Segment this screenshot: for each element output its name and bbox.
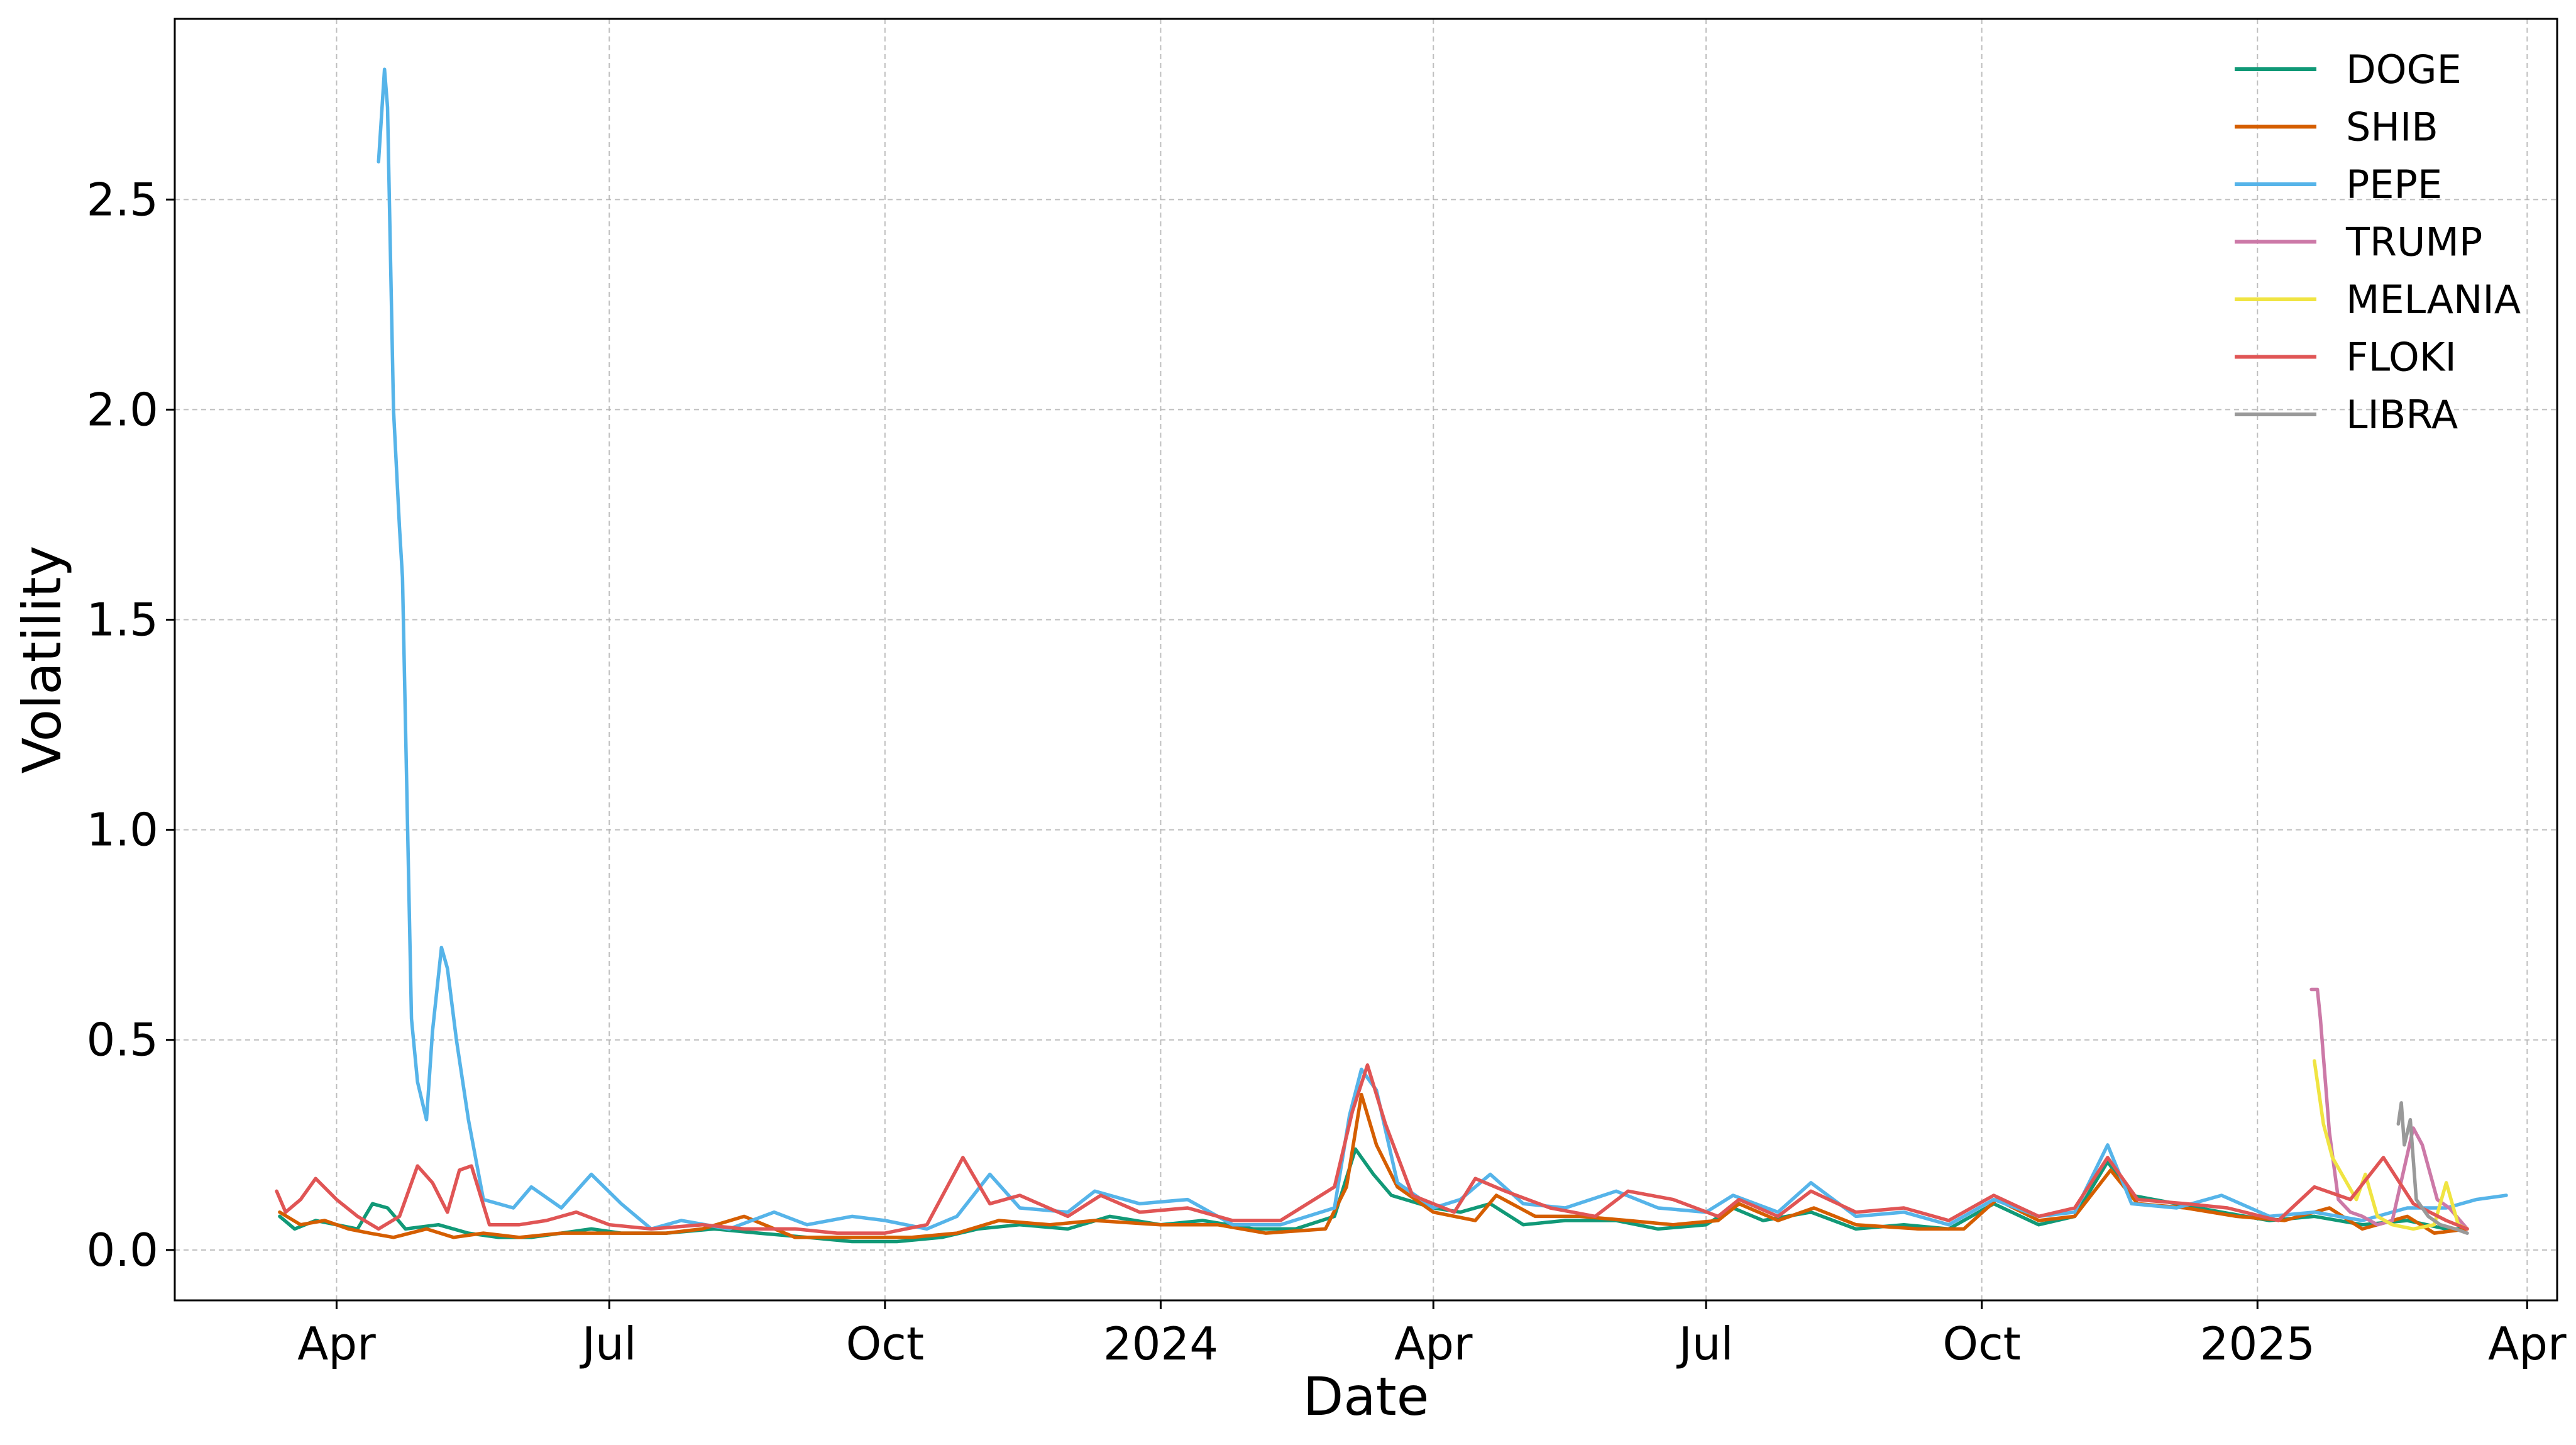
series-line-shib [278,1092,2469,1239]
series-line-pepe [377,67,2508,1231]
series-line-melania [2313,1059,2469,1231]
x-tick-label: Apr [297,1317,376,1370]
series-line-doge [278,1147,2469,1244]
y-tick-label: 0.0 [86,1224,158,1276]
axis-ticks: 0.0 0.5 1.0 1.5 2.0 2.5 Apr Jul Oct 2024 Apr Jul Oct… [86,173,2567,1370]
legend-label-trump: TRUMP [2345,219,2482,265]
y-tick-label: 0.5 [86,1014,158,1066]
legend-label-doge: DOGE [2346,47,2462,92]
series-line-floki [275,1063,2469,1235]
y-tick-label: 1.0 [86,804,158,856]
x-axis-title: Date [1303,1366,1429,1427]
legend-label-shib: SHIB [2346,104,2438,150]
x-tick-label: 2024 [1103,1317,1218,1370]
legend-label-pepe: PEPE [2346,162,2442,208]
x-tick-label: Jul [1676,1317,1734,1370]
plot-area-frame [173,18,2558,1302]
y-tick-label: 2.5 [86,173,158,226]
series-line-libra [2396,1101,2469,1235]
y-axis-title: Volatility [11,546,73,774]
legend-label-melania: MELANIA [2346,277,2521,323]
x-tick-label: Apr [1394,1317,1473,1370]
legend-label-floki: FLOKI [2346,335,2457,380]
x-tick-label: Oct [1942,1317,2021,1370]
x-tick-label: Apr [2488,1317,2567,1370]
legend: DOGE SHIB PEPE TRUMP MELANIA FLOKI LIBRA [2235,47,2521,438]
legend-label-libra: LIBRA [2346,392,2458,438]
x-tick-label: Jul [580,1317,637,1370]
series-lines [275,67,2508,1244]
x-tick-label: Oct [846,1317,925,1370]
y-tick-label: 2.0 [86,383,158,436]
y-tick-label: 1.5 [86,594,158,646]
x-tick-label: 2025 [2200,1317,2315,1370]
series-line-trump [2309,987,2469,1231]
grid [175,19,2557,1300]
